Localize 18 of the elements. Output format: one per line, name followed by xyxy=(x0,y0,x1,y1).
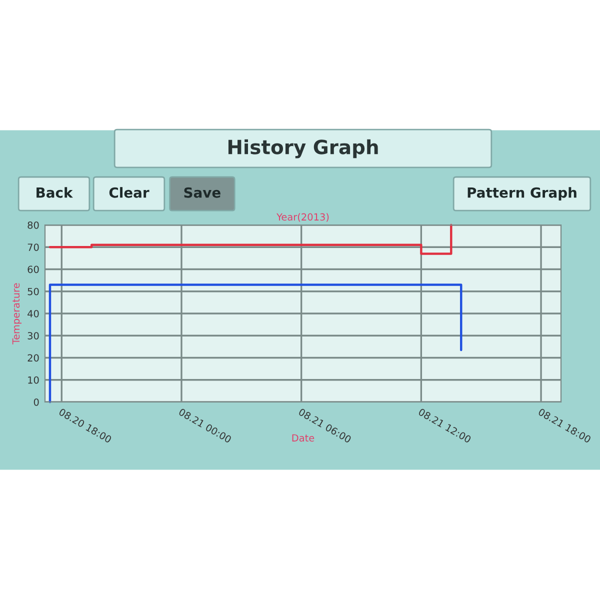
chart-title: History Graph xyxy=(228,139,378,158)
y-tick-label: 0 xyxy=(34,398,39,406)
y-tick-label: 10 xyxy=(28,376,39,384)
y-axis-title: Temperature xyxy=(12,283,22,344)
y-tick-label: 20 xyxy=(28,354,39,362)
text: Pattern Graph xyxy=(468,187,576,201)
line-series xyxy=(48,224,452,255)
text: Year(2013) xyxy=(276,213,329,222)
y-tick-label: 80 xyxy=(28,221,39,229)
y-tick-label: 30 xyxy=(28,332,39,340)
y-tick-label: 60 xyxy=(28,266,39,274)
text: Clear xyxy=(109,187,150,198)
text: Save xyxy=(184,187,220,198)
y-tick-label: 40 xyxy=(28,310,39,318)
text: Back xyxy=(36,187,73,198)
y-tick-label: 50 xyxy=(28,288,39,296)
x-axis-title: Date xyxy=(292,434,314,442)
y-tick-label: 70 xyxy=(28,244,39,251)
